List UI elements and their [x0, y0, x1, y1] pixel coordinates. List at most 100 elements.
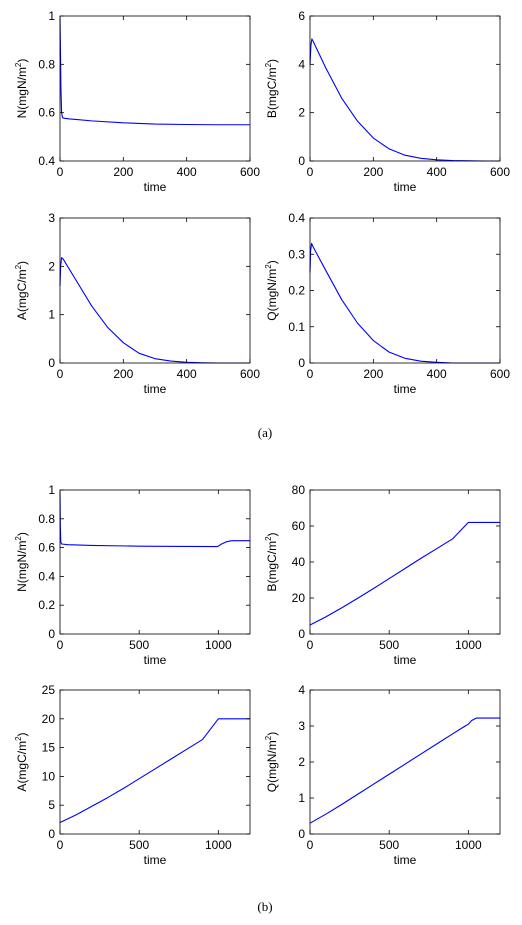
chart-panel-4: 0 200 400 600 0 0.1 0.2 0.3 0.4 time Q(mgN/m2) — [264, 211, 510, 396]
x-tick-label: 500 — [379, 838, 399, 852]
x-tick-label: 600 — [490, 367, 510, 381]
plot-frame — [59, 217, 251, 364]
plot-frame — [309, 15, 501, 162]
y-tick-label: 2 — [298, 106, 305, 120]
x-tick-label: 500 — [129, 838, 149, 852]
x-tick-label: 1000 — [455, 838, 482, 852]
caption-a: (a) — [257, 425, 273, 440]
plot-frame — [309, 489, 501, 635]
x-axis-label: time — [144, 180, 167, 194]
y-tick-label: 0.4 — [288, 211, 305, 225]
y-axis-label-superscript: 2 — [14, 62, 23, 67]
y-tick-label: 0.1 — [288, 320, 305, 334]
x-tick-label: 200 — [363, 165, 383, 179]
y-axis-label: N(mgN/m2) — [14, 59, 29, 119]
chart-panel-7: 0 500 1000 0 5 10 15 20 25 time A(mgC/m2) — [14, 683, 251, 867]
y-tick-label: 0 — [298, 356, 305, 370]
y-axis-label-close: ) — [265, 59, 279, 63]
x-tick-label: 1000 — [455, 638, 482, 652]
x-axis-label: time — [394, 180, 417, 194]
y-axis-label-superscript: 2 — [14, 536, 23, 541]
y-tick-label: 2 — [48, 259, 55, 273]
y-tick-label: 1 — [48, 9, 55, 23]
y-tick-label: 5 — [48, 798, 55, 812]
x-axis-label: time — [144, 382, 167, 396]
y-tick-label: 60 — [292, 519, 306, 533]
x-tick-label: 400 — [177, 165, 197, 179]
x-tick-label: 0 — [57, 165, 64, 179]
y-axis-label-superscript: 2 — [264, 536, 273, 541]
y-tick-label: 0.4 — [38, 154, 55, 168]
y-tick-label: 0 — [298, 827, 305, 841]
chart-panel-1: 0 200 400 600 0.4 0.6 0.8 1 time N(mgN/m2) — [14, 9, 260, 194]
y-tick-label: 4 — [298, 683, 305, 697]
y-tick-label: 3 — [48, 211, 55, 225]
x-tick-label: 200 — [113, 165, 133, 179]
plot-frame — [59, 489, 251, 635]
x-tick-label: 0 — [307, 367, 314, 381]
x-tick-label: 400 — [177, 367, 197, 381]
x-tick-label: 500 — [129, 638, 149, 652]
caption-b: (b) — [257, 899, 273, 914]
y-axis-label: N(mgN/m2) — [14, 532, 29, 592]
y-axis-label-superscript: 2 — [14, 736, 23, 741]
y-tick-label: 0.2 — [288, 284, 305, 298]
y-tick-label: 0.4 — [38, 569, 55, 583]
series-line — [309, 38, 500, 162]
y-tick-label: 0 — [298, 154, 305, 168]
y-axis-label: B(mgC/m2) — [264, 532, 279, 591]
y-tick-label: 0 — [298, 627, 305, 641]
y-tick-label: 0.2 — [38, 598, 55, 612]
y-tick-label: 0.6 — [38, 106, 55, 120]
plot-frame — [309, 689, 501, 835]
y-axis-label: A(mgC/m2) — [14, 732, 29, 791]
x-axis-label: time — [144, 653, 167, 667]
x-tick-label: 0 — [57, 367, 64, 381]
y-axis-label-main: Q(mgN/m — [265, 269, 279, 321]
x-tick-label: 200 — [363, 367, 383, 381]
y-tick-label: 1 — [298, 791, 305, 805]
y-tick-label: 0.8 — [38, 512, 55, 526]
y-axis-label-main: B(mgC/m — [265, 67, 279, 118]
x-axis-label: time — [394, 653, 417, 667]
y-tick-label: 20 — [292, 591, 306, 605]
y-tick-label: 4 — [298, 57, 305, 71]
y-axis-label-superscript: 2 — [264, 264, 273, 269]
x-tick-label: 1000 — [205, 838, 232, 852]
y-tick-label: 80 — [292, 483, 306, 497]
y-axis-label-close: ) — [265, 732, 279, 736]
y-axis-label-main: A(mgC/m — [15, 741, 29, 792]
x-tick-label: 0 — [307, 638, 314, 652]
plot-frame — [59, 689, 251, 835]
y-axis-label-close: ) — [15, 261, 29, 265]
y-tick-label: 10 — [42, 769, 56, 783]
y-tick-label: 3 — [298, 719, 305, 733]
y-axis-label-superscript: 2 — [264, 62, 273, 67]
x-tick-label: 1000 — [205, 638, 232, 652]
y-axis-label-main: Q(mgN/m — [265, 740, 279, 792]
series-line — [59, 718, 250, 823]
y-axis-label-close: ) — [265, 532, 279, 536]
y-axis-label-superscript: 2 — [14, 264, 23, 269]
y-tick-label: 0 — [48, 356, 55, 370]
x-tick-label: 400 — [427, 367, 447, 381]
y-axis-label-main: B(mgC/m — [265, 541, 279, 592]
y-tick-label: 0 — [48, 827, 55, 841]
y-tick-label: 0 — [48, 627, 55, 641]
x-tick-label: 600 — [490, 165, 510, 179]
y-tick-label: 15 — [42, 741, 56, 755]
plot-frame — [59, 15, 251, 162]
y-tick-label: 2 — [298, 755, 305, 769]
series-line — [59, 257, 250, 364]
y-tick-label: 0.8 — [38, 57, 55, 71]
x-tick-label: 600 — [240, 165, 260, 179]
series-line — [309, 521, 500, 626]
series-line — [59, 18, 250, 126]
y-tick-label: 1 — [48, 483, 55, 497]
y-tick-label: 25 — [42, 683, 56, 697]
y-axis-label: B(mgC/m2) — [264, 59, 279, 118]
y-tick-label: 0.6 — [38, 541, 55, 555]
